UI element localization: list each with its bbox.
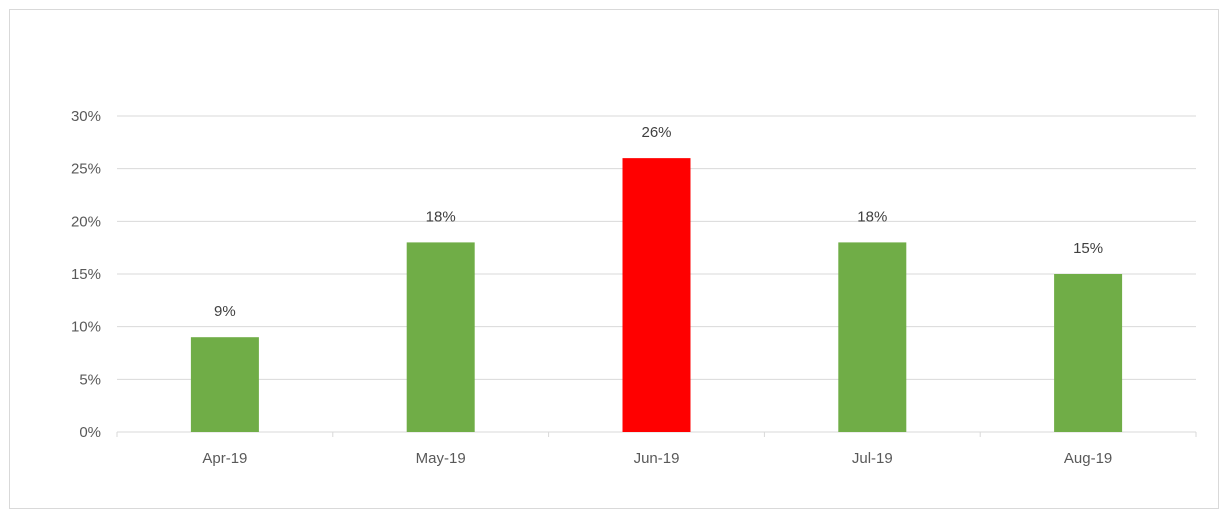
data-label: 18% (426, 208, 456, 225)
y-tick-labels: 0% 5% 10% 15% 20% 25% 30% (71, 108, 101, 441)
y-tick-label: 5% (79, 371, 101, 388)
bar-apr-19 (190, 337, 259, 432)
bars (190, 158, 1123, 432)
x-tick-label: Jun-19 (634, 450, 680, 467)
x-tick-labels: Apr-19 May-19 Jun-19 Jul-19 Aug-19 (202, 450, 1112, 467)
x-axis (116, 431, 1197, 437)
bar-jun-19 (622, 158, 691, 432)
y-tick-label: 25% (71, 161, 101, 178)
y-tick-label: 30% (71, 108, 101, 125)
data-label: 9% (214, 303, 236, 320)
x-tick-label: Jul-19 (852, 450, 893, 467)
y-tick-label: 0% (79, 424, 101, 441)
data-labels: 9% 18% 26% 18% 15% (214, 124, 1103, 320)
bar-aug-19 (1054, 274, 1123, 432)
bar-jul-19 (838, 242, 907, 432)
x-tick-label: Aug-19 (1064, 450, 1112, 467)
data-label: 15% (1073, 240, 1103, 257)
x-tick-label: May-19 (416, 450, 466, 467)
y-tick-label: 20% (71, 213, 101, 230)
bar-may-19 (406, 242, 475, 432)
data-label: 18% (857, 208, 887, 225)
y-tick-label: 15% (71, 266, 101, 283)
data-label: 26% (641, 124, 671, 141)
x-tick-label: Apr-19 (202, 450, 247, 467)
y-tick-label: 10% (71, 319, 101, 336)
